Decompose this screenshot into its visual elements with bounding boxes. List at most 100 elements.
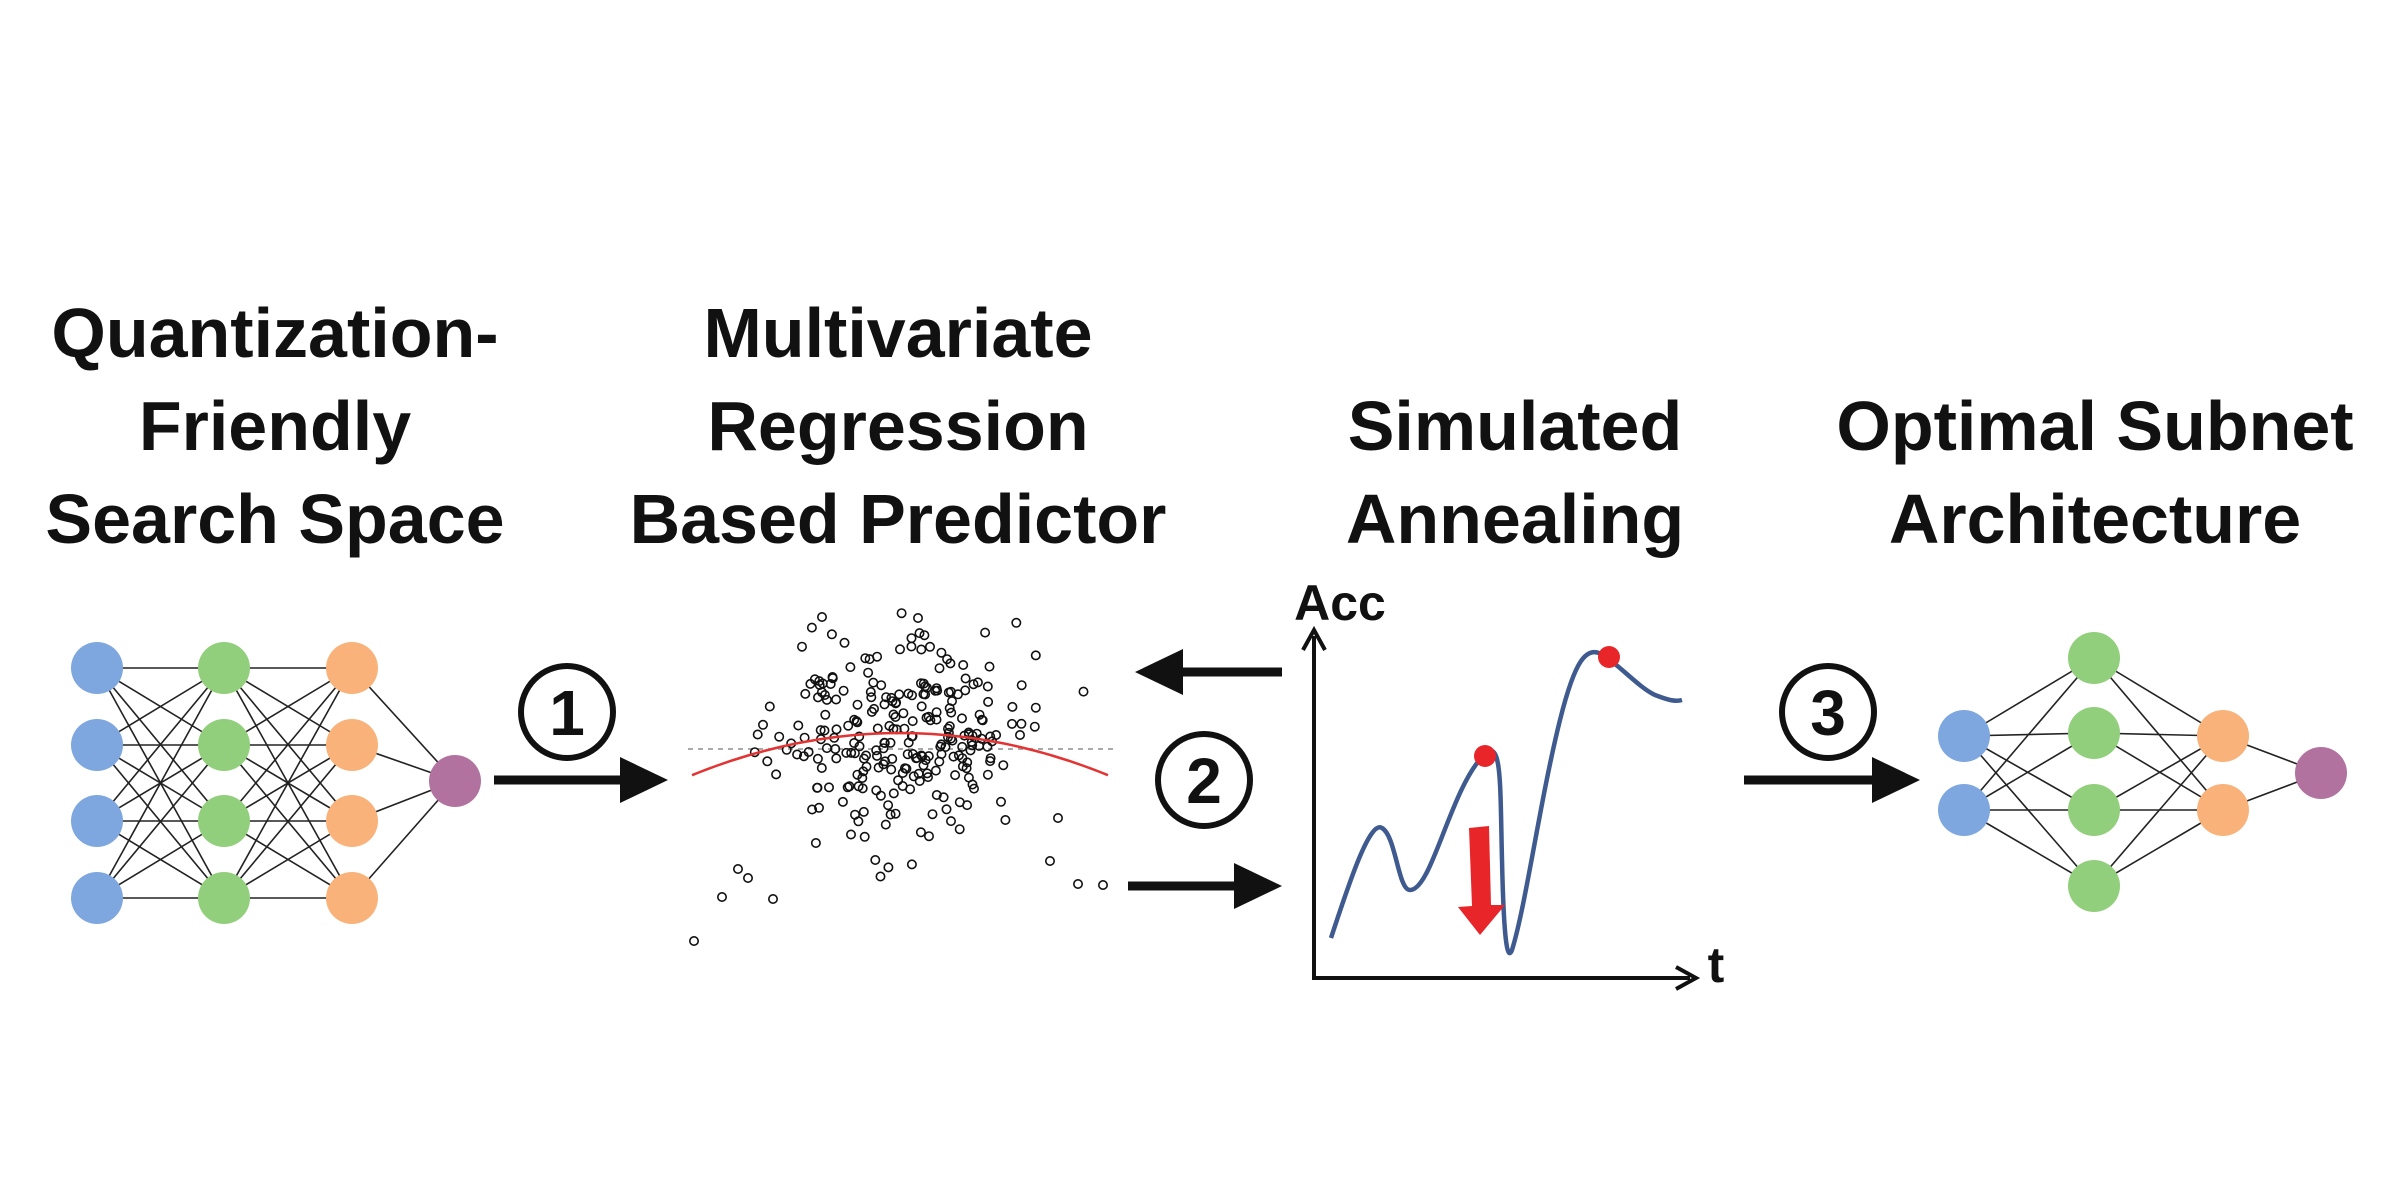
scatter-point	[810, 837, 821, 848]
accuracy-curve	[1328, 650, 1683, 956]
scatter-point	[923, 831, 934, 842]
scatter-point	[1045, 855, 1056, 866]
scatter-point	[872, 723, 883, 734]
scatter-point	[826, 629, 837, 640]
network-node	[2295, 747, 2347, 799]
scatter-point	[819, 689, 830, 700]
scatter-point	[916, 701, 927, 712]
scatter-point	[1053, 812, 1064, 823]
scatter-point	[945, 816, 956, 827]
scatter-point	[918, 760, 929, 771]
scatter-point	[906, 690, 917, 701]
scatter-point	[952, 689, 963, 700]
network-node	[1938, 784, 1990, 836]
scatter-point	[965, 745, 976, 756]
scatter-point	[894, 689, 905, 700]
scatter-point	[764, 701, 775, 712]
scatter-point	[853, 816, 864, 827]
step-number: 2	[1186, 745, 1222, 817]
scatter-point	[954, 824, 965, 835]
scatter-point	[796, 641, 807, 652]
step-circle	[518, 663, 616, 761]
arrow-head	[620, 757, 668, 803]
scatter-point	[899, 763, 910, 774]
title-annealing: Simulated Annealing	[1346, 387, 1684, 558]
scatter-point	[982, 741, 993, 752]
scatter-point	[898, 708, 909, 719]
scatter-point	[830, 743, 841, 754]
scatter-point	[812, 753, 823, 764]
scatter-point	[972, 677, 983, 688]
scatter-point	[870, 854, 881, 865]
scatter-point	[922, 768, 933, 779]
step-number: 1	[549, 677, 585, 749]
scatter-point	[1030, 702, 1041, 713]
scatter-point	[906, 859, 917, 870]
scatter-point	[865, 686, 876, 697]
local-maximum-dot	[1474, 745, 1496, 767]
network-node	[198, 795, 250, 847]
scatter-point	[885, 737, 896, 748]
scatter-point	[905, 784, 916, 795]
scatter-point	[831, 753, 842, 764]
title-line: Friendly	[139, 387, 411, 465]
scatter-point	[825, 678, 836, 689]
scatter-point	[1011, 617, 1022, 628]
scatter-point	[984, 661, 995, 672]
scatter-point	[930, 765, 941, 776]
scatter-point	[866, 692, 877, 703]
scatter-point	[757, 719, 768, 730]
scatter-point	[883, 800, 894, 811]
scatter-point	[998, 760, 1009, 771]
scatter-point	[914, 775, 925, 786]
scatter-point	[871, 745, 882, 756]
scatter-point	[854, 741, 865, 752]
scatter-point	[800, 688, 811, 699]
scatter-point	[793, 720, 804, 731]
scatter-point	[887, 753, 898, 764]
scatter-point	[950, 770, 961, 781]
network-node	[2068, 632, 2120, 684]
scatter-point	[849, 748, 860, 759]
scatter-point	[983, 696, 994, 707]
arrow-head	[1135, 649, 1183, 695]
title-line: Multivariate	[704, 294, 1093, 372]
title-line: Annealing	[1346, 480, 1684, 558]
scatter-point	[1016, 718, 1027, 729]
network-node	[71, 719, 123, 771]
scatter-point	[767, 893, 778, 904]
scatter-point	[938, 792, 949, 803]
scatter-point	[915, 827, 926, 838]
scatter-point	[931, 789, 942, 800]
scatter-point	[931, 683, 942, 694]
title-line: Architecture	[1889, 480, 2301, 558]
scatter-point	[934, 663, 945, 674]
scatter-point	[890, 808, 901, 819]
scatter-point	[906, 633, 917, 644]
scatter-point	[916, 644, 927, 655]
scatter-point	[980, 627, 991, 638]
scatter-point	[771, 769, 782, 780]
scatter-point	[1030, 650, 1041, 661]
network-node	[2197, 710, 2249, 762]
scatter-point	[1016, 680, 1027, 691]
scatter-point	[923, 711, 934, 722]
scatter-point	[860, 653, 871, 664]
step-3: 3	[1744, 663, 1920, 803]
scatter-point	[888, 788, 899, 799]
scatter-point	[816, 611, 827, 622]
scatter-point	[859, 831, 870, 842]
scatter-point	[742, 872, 753, 883]
scatter-point	[886, 764, 897, 775]
scatter-point	[960, 673, 971, 684]
scatter-point	[803, 746, 814, 757]
scatter-point	[982, 769, 993, 780]
scatter-point	[857, 783, 868, 794]
x-axis-arrow	[1675, 965, 1701, 991]
scatter-point	[858, 806, 869, 817]
scatter-point	[1029, 721, 1040, 732]
scatter-point	[868, 703, 879, 714]
title-line: Optimal Subnet	[1836, 387, 2353, 465]
scatter-point	[941, 804, 952, 815]
network-edges	[96, 667, 456, 899]
